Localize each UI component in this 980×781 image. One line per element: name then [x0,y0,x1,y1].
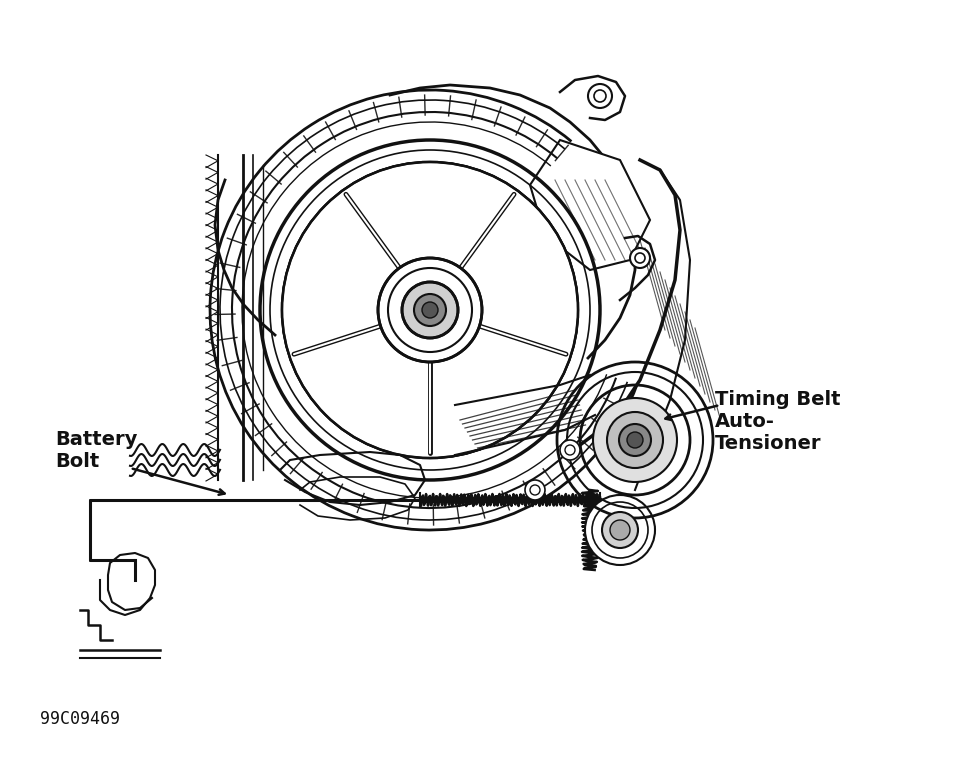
Circle shape [282,162,578,458]
Text: 99C09469: 99C09469 [40,710,120,728]
Circle shape [560,440,580,460]
Polygon shape [530,140,650,270]
Circle shape [602,512,638,548]
Text: Timing Belt
Auto-
Tensioner: Timing Belt Auto- Tensioner [715,390,841,453]
Circle shape [588,84,612,108]
Circle shape [610,520,630,540]
Text: Battery
Bolt: Battery Bolt [55,430,137,471]
Circle shape [378,258,482,362]
Circle shape [422,302,438,318]
Circle shape [607,412,663,468]
Circle shape [630,248,650,268]
Circle shape [414,294,446,326]
Circle shape [619,424,651,456]
Circle shape [627,432,643,448]
Circle shape [402,282,458,338]
Circle shape [593,398,677,482]
Circle shape [525,480,545,500]
Circle shape [585,495,655,565]
